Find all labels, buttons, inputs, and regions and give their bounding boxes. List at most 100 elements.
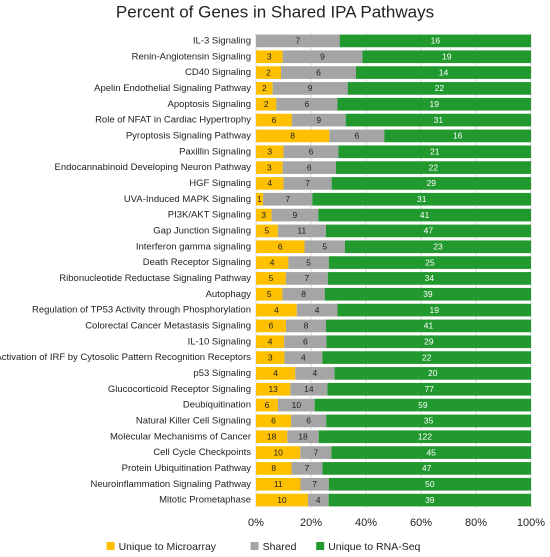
- y-tick-label: Regulation of TP53 Activity through Phos…: [32, 305, 251, 316]
- bar-segment: [288, 256, 329, 269]
- bar-segment: [312, 192, 531, 206]
- data-label: 4: [268, 337, 273, 347]
- y-tick-label: Endocannabinoid Developing Neuron Pathwa…: [55, 162, 252, 173]
- data-label: 6: [265, 400, 270, 410]
- bar-segment: [285, 272, 328, 285]
- data-label: 8: [304, 321, 309, 331]
- y-tick-label: Role of NFAT in Cardiac Hypertrophy: [95, 115, 251, 126]
- bar-segment: [331, 177, 531, 190]
- bar-segment: [300, 477, 329, 491]
- data-label: 6: [354, 131, 359, 141]
- data-label: 11: [297, 226, 306, 236]
- data-label: 122: [418, 432, 432, 442]
- data-label: 41: [424, 321, 434, 331]
- data-label: 35: [424, 416, 434, 426]
- data-label: 7: [312, 479, 317, 489]
- bar-segment: [256, 129, 330, 143]
- bar-segment: [282, 50, 363, 64]
- y-tick-label: UVA-Induced MAPK Signaling: [124, 194, 251, 205]
- bar-segment: [324, 287, 531, 301]
- legend-label: Unique to Microarray: [119, 541, 217, 553]
- data-label: 16: [453, 131, 463, 141]
- bar-segment: [326, 335, 531, 349]
- bar-segment: [296, 303, 338, 317]
- bar-segment: [256, 97, 277, 111]
- bar-segment: [256, 82, 273, 95]
- bar-segment: [327, 382, 531, 396]
- data-label: 1: [257, 194, 262, 204]
- data-label: 13: [268, 384, 278, 394]
- bar-segment: [256, 208, 272, 222]
- data-label: 2: [262, 83, 267, 93]
- bar-segment: [344, 240, 531, 254]
- data-label: 6: [307, 162, 312, 172]
- bar-segment: [337, 303, 531, 317]
- y-tick-label: Colorectal Cancer Metastasis Signaling: [85, 320, 251, 331]
- bar-segment: [322, 462, 531, 475]
- data-label: 4: [315, 305, 320, 315]
- data-label: 6: [269, 321, 274, 331]
- data-label: 7: [314, 447, 319, 457]
- bar-segment: [356, 66, 531, 79]
- data-label: 8: [271, 463, 276, 473]
- data-label: 3: [261, 210, 266, 220]
- bar-segment: [256, 240, 305, 254]
- bar-segment: [331, 446, 531, 459]
- x-tick-label: 0%: [248, 517, 264, 529]
- bar-segment: [256, 430, 288, 444]
- legend-swatch: [316, 542, 325, 550]
- data-label: 34: [425, 273, 435, 283]
- y-tick-label: Renin-Angiotensin Signaling: [132, 51, 251, 62]
- data-label: 41: [420, 210, 430, 220]
- bar-segment: [256, 224, 278, 238]
- bar-segment: [287, 430, 319, 444]
- bar-segment: [325, 224, 531, 238]
- bar-segment: [256, 145, 284, 159]
- data-label: 10: [273, 447, 283, 457]
- data-label: 7: [305, 463, 310, 473]
- bar-segment: [256, 34, 340, 48]
- bar-segment: [362, 50, 531, 64]
- bar-segment: [256, 66, 281, 79]
- y-tick-label: IL-10 Signaling: [188, 336, 251, 347]
- bar-segment: [256, 382, 291, 396]
- data-label: 3: [267, 162, 272, 172]
- y-tick-label: Natural Killer Cell Signaling: [136, 415, 251, 426]
- bar-segment: [328, 493, 531, 507]
- bar-segment: [282, 287, 325, 301]
- bar-segment: [277, 224, 326, 238]
- data-label: 8: [290, 131, 295, 141]
- data-label: 7: [304, 273, 309, 283]
- bar-segment: [326, 414, 531, 428]
- data-label: 4: [274, 305, 279, 315]
- data-label: 77: [424, 384, 434, 394]
- data-label: 6: [316, 67, 321, 77]
- bar-segment: [300, 446, 332, 459]
- bar-segment: [256, 161, 283, 174]
- y-tick-label: IL-3 Signaling: [193, 35, 251, 46]
- data-label: 3: [267, 52, 272, 62]
- bar-segment: [322, 351, 531, 364]
- y-tick-label: Autophagy: [206, 289, 252, 300]
- data-label: 45: [426, 447, 436, 457]
- data-label: 29: [424, 337, 434, 347]
- bar-segment: [256, 414, 292, 428]
- data-label: 19: [430, 99, 440, 109]
- bar-segment: [256, 192, 264, 206]
- data-label: 5: [267, 289, 272, 299]
- bar-segment: [290, 382, 328, 396]
- bar-segment: [256, 446, 301, 459]
- data-label: 6: [278, 242, 283, 252]
- y-tick-label: PI3K/AKT Signaling: [168, 210, 251, 221]
- data-label: 21: [430, 147, 440, 157]
- y-tick-label: Death Receptor Signaling: [143, 257, 251, 268]
- bar-segment: [328, 477, 531, 491]
- data-label: 18: [267, 432, 277, 442]
- bar-segment: [272, 82, 348, 95]
- x-tick-label: 20%: [300, 517, 322, 529]
- data-label: 14: [439, 67, 449, 77]
- x-tick-label: 80%: [465, 517, 487, 529]
- y-tick-label: p53 Signaling: [193, 368, 251, 379]
- data-label: 20: [428, 368, 438, 378]
